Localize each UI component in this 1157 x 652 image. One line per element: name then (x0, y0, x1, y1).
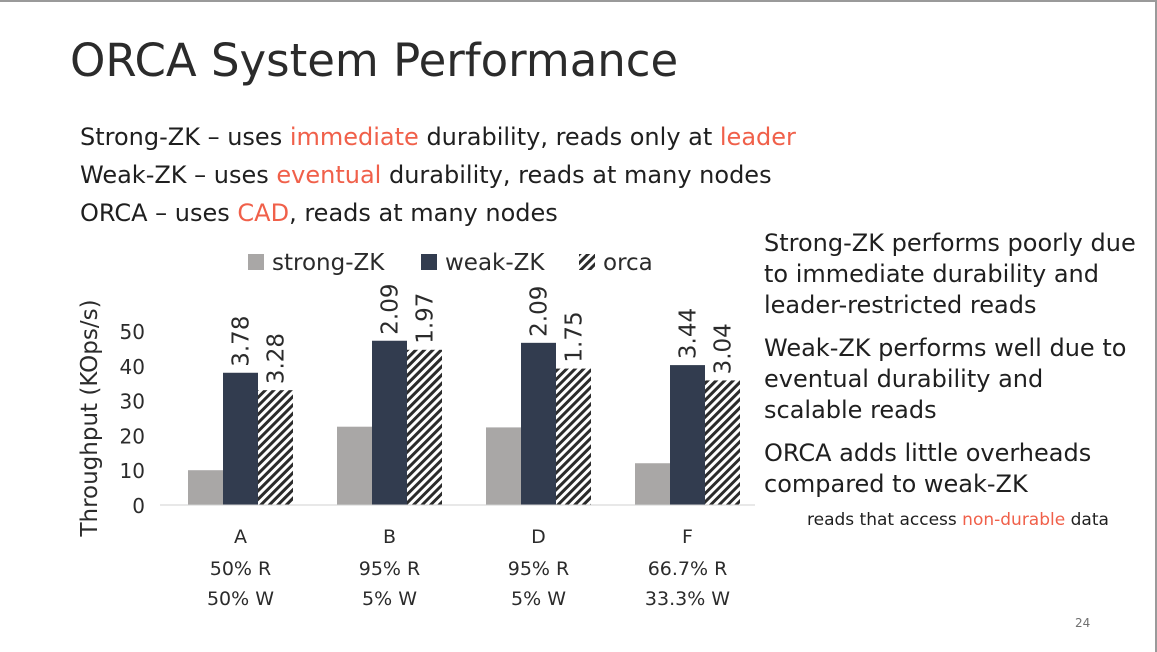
legend-label-orca: orca (603, 250, 653, 276)
note-weak-zk: Weak-ZK performs well due to eventual du… (764, 334, 1127, 424)
y-tick-label: 20 (120, 424, 145, 448)
data-label-orca-a: 3.28 (264, 333, 290, 384)
x-sub-label: 50% W (207, 588, 274, 610)
x-tick-label: B (383, 526, 396, 548)
bar-orca-f (705, 380, 740, 505)
bullet-orca: ORCA – uses CAD, reads at many nodes (80, 194, 796, 232)
y-tick-label: 0 (132, 494, 145, 518)
note-orca: ORCA adds little overheads compared to w… (764, 439, 1092, 498)
legend-label-weak-zk: weak-ZK (445, 250, 545, 276)
bar-weak-zk-b (372, 340, 407, 505)
sub-note-text: data (1065, 510, 1109, 530)
bullet-highlight: eventual (276, 161, 382, 189)
legend-swatch-orca (579, 254, 595, 270)
bullet-text: durability, reads at many nodes (381, 161, 772, 189)
y-tick-label: 50 (120, 320, 145, 344)
x-sub-label: 66.7% R (648, 558, 728, 580)
bar-weak-zk-a (223, 372, 258, 505)
legend-swatch-weak-zk (421, 254, 437, 270)
bar-orca-b (407, 349, 442, 505)
legend-label-strong-zk: strong-ZK (272, 250, 385, 276)
data-label-orca-f: 3.04 (711, 323, 737, 374)
bullet-highlight: immediate (289, 123, 419, 151)
x-tick-label: F (682, 526, 693, 548)
y-axis: 0 10 20 30 40 50 Throughput (KOps/s) (77, 299, 145, 537)
y-tick-label: 30 (120, 390, 145, 414)
x-sub-label: 50% R (210, 558, 271, 580)
data-label-orca-d: 1.75 (562, 311, 588, 362)
x-tick-label: A (234, 526, 247, 548)
bar-strong-zk-d (486, 427, 521, 505)
bullet-text: , reads at many nodes (289, 199, 558, 227)
bar-strong-zk-a (188, 470, 223, 505)
bullet-text: Strong-ZK – uses (80, 123, 290, 151)
bar-strong-zk-f (635, 463, 670, 505)
bullet-highlight: CAD (237, 199, 290, 227)
bullet-text: ORCA – uses (80, 199, 238, 227)
x-tick-label: D (531, 526, 546, 548)
bar-weak-zk-f (670, 365, 705, 505)
bars-group: 3.78 3.28 2.09 1.97 2.09 1.75 3.44 3.04 (160, 284, 755, 506)
data-label-weak-zk-a: 3.78 (229, 316, 255, 367)
legend-swatch-strong-zk (248, 254, 264, 270)
right-border (1155, 0, 1157, 652)
notes-panel: Strong-ZK performs poorly due to immedia… (764, 228, 1149, 512)
x-sub-label: 95% R (359, 558, 420, 580)
y-tick-label: 10 (120, 459, 145, 483)
x-sub-label: 5% W (362, 588, 417, 610)
bullet-text: durability, reads only at (418, 123, 720, 151)
data-label-orca-b: 1.97 (413, 293, 439, 344)
y-tick-label: 40 (120, 355, 145, 379)
sub-note-highlight: non-durable (962, 510, 1066, 530)
slide-title: ORCA System Performance (70, 34, 679, 87)
x-sub-label: 5% W (511, 588, 566, 610)
bullet-list: Strong-ZK – uses immediate durability, r… (80, 118, 796, 232)
x-sub-label: 33.3% W (645, 588, 730, 610)
data-label-weak-zk-d: 2.09 (527, 286, 553, 337)
x-sub-label: 95% R (508, 558, 569, 580)
bullet-highlight: leader (719, 123, 796, 151)
page-number: 24 (1075, 616, 1091, 630)
throughput-bar-chart: strong-ZK weak-ZK orca 0 10 20 30 40 50 Throughp… (77, 250, 755, 610)
top-border (0, 0, 1157, 2)
bullet-text: Weak-ZK – uses (80, 161, 277, 189)
y-axis-label: Throughput (KOps/s) (77, 299, 103, 537)
sub-note-text: reads that access (807, 510, 963, 530)
bar-weak-zk-d (521, 342, 556, 505)
data-label-weak-zk-b: 2.09 (378, 284, 404, 335)
bullet-strong-zk: Strong-ZK – uses immediate durability, r… (80, 118, 796, 156)
bar-orca-d (556, 368, 591, 505)
sub-note: reads that access non-durable data (807, 510, 1109, 530)
note-strong-zk: Strong-ZK performs poorly due to immedia… (764, 229, 1136, 319)
data-label-weak-zk-f: 3.44 (676, 308, 702, 359)
bar-orca-a (258, 390, 293, 505)
bar-strong-zk-b (337, 426, 372, 505)
bullet-weak-zk: Weak-ZK – uses eventual durability, read… (80, 156, 796, 194)
chart-legend: strong-ZK weak-ZK orca (248, 250, 653, 276)
x-axis: A 50% R 50% W B 95% R 5% W D 95% R 5% W F 66.7% R 3… (207, 526, 730, 610)
